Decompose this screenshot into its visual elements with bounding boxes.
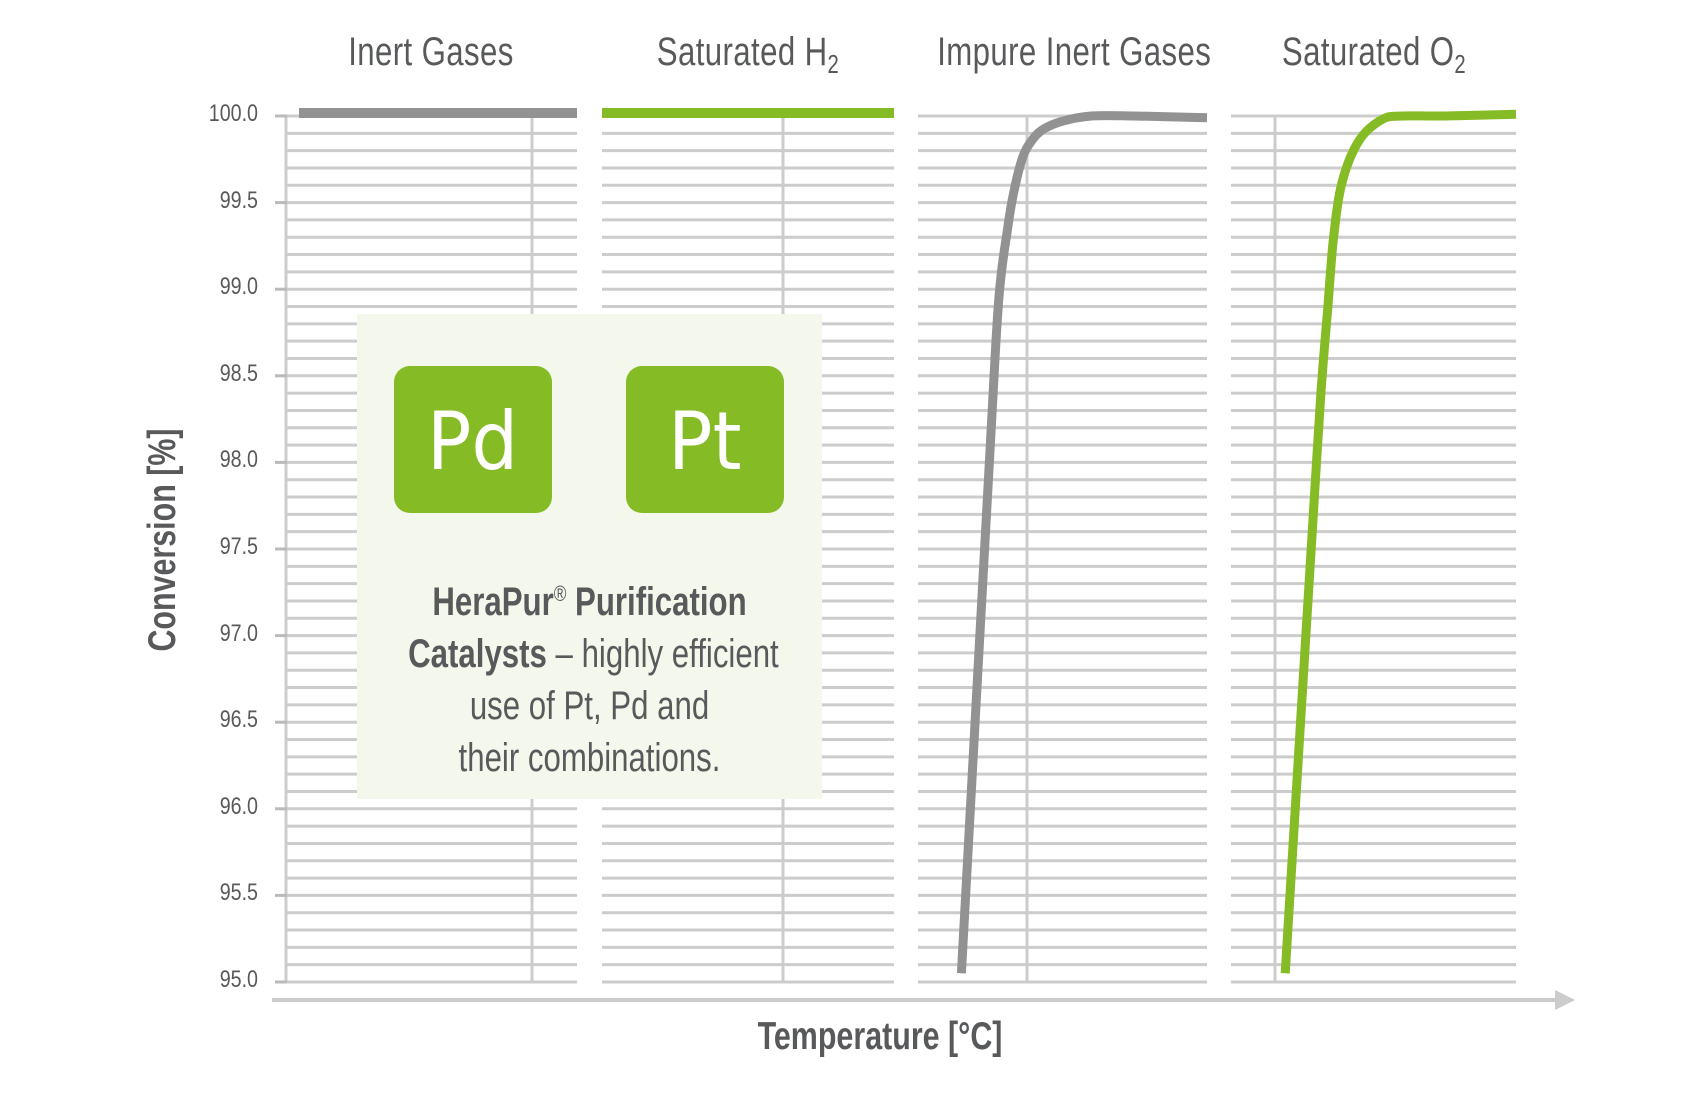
series-impure-inert-gases: [956, 111, 1208, 974]
y-tick-label: 99.0: [219, 273, 258, 301]
series-saturated-o2: [1280, 109, 1517, 974]
y-tick-label: 96.0: [219, 792, 258, 820]
y-tick-label: 97.0: [219, 619, 258, 647]
y-tick-label: 99.5: [219, 186, 258, 214]
info-line-3: use of Pt, Pd and: [469, 684, 710, 728]
y-tick-label: 95.5: [219, 879, 258, 907]
pt-element-tile: Pt: [626, 366, 784, 513]
panel-grid-3: [918, 114, 1207, 984]
panel-title-impure-inert-gases: Impure Inert Gases: [937, 30, 1212, 74]
panel-title-inert-gases: Inert Gases: [348, 30, 514, 74]
data-series: [299, 108, 1517, 974]
y-tick-label: 97.5: [219, 533, 258, 560]
x-axis-arrow-icon: [1555, 990, 1575, 1010]
panel-grid-4: [1231, 114, 1516, 984]
y-tick-label: 95.0: [219, 966, 258, 993]
info-line-1: HeraPur® Purification: [432, 580, 747, 624]
x-axis-title: Temperature [°C]: [757, 1015, 1003, 1058]
panel-title-saturated-o2: Saturated O2: [1281, 30, 1467, 79]
axes: [272, 114, 1575, 1010]
info-line-4: their combinations.: [458, 736, 721, 780]
info-box: Pd Pt HeraPur® Purification Catalysts – …: [357, 314, 822, 799]
pd-tile-label: Pd: [427, 395, 519, 488]
pt-tile-label: Pt: [668, 395, 742, 488]
y-tick-label: 96.5: [219, 706, 258, 734]
y-tick-label: 98.5: [219, 359, 258, 387]
y-axis-title: Conversion [%]: [141, 428, 184, 652]
pd-element-tile: Pd: [394, 366, 552, 513]
y-tick-label: 98.0: [219, 446, 258, 474]
y-tick-label: 100.0: [208, 100, 258, 127]
info-line-2: Catalysts – highly efficient: [408, 632, 779, 676]
info-box-description: HeraPur® Purification Catalysts – highly…: [357, 576, 822, 784]
panel-title-saturated-h2: Saturated H2: [656, 30, 840, 79]
